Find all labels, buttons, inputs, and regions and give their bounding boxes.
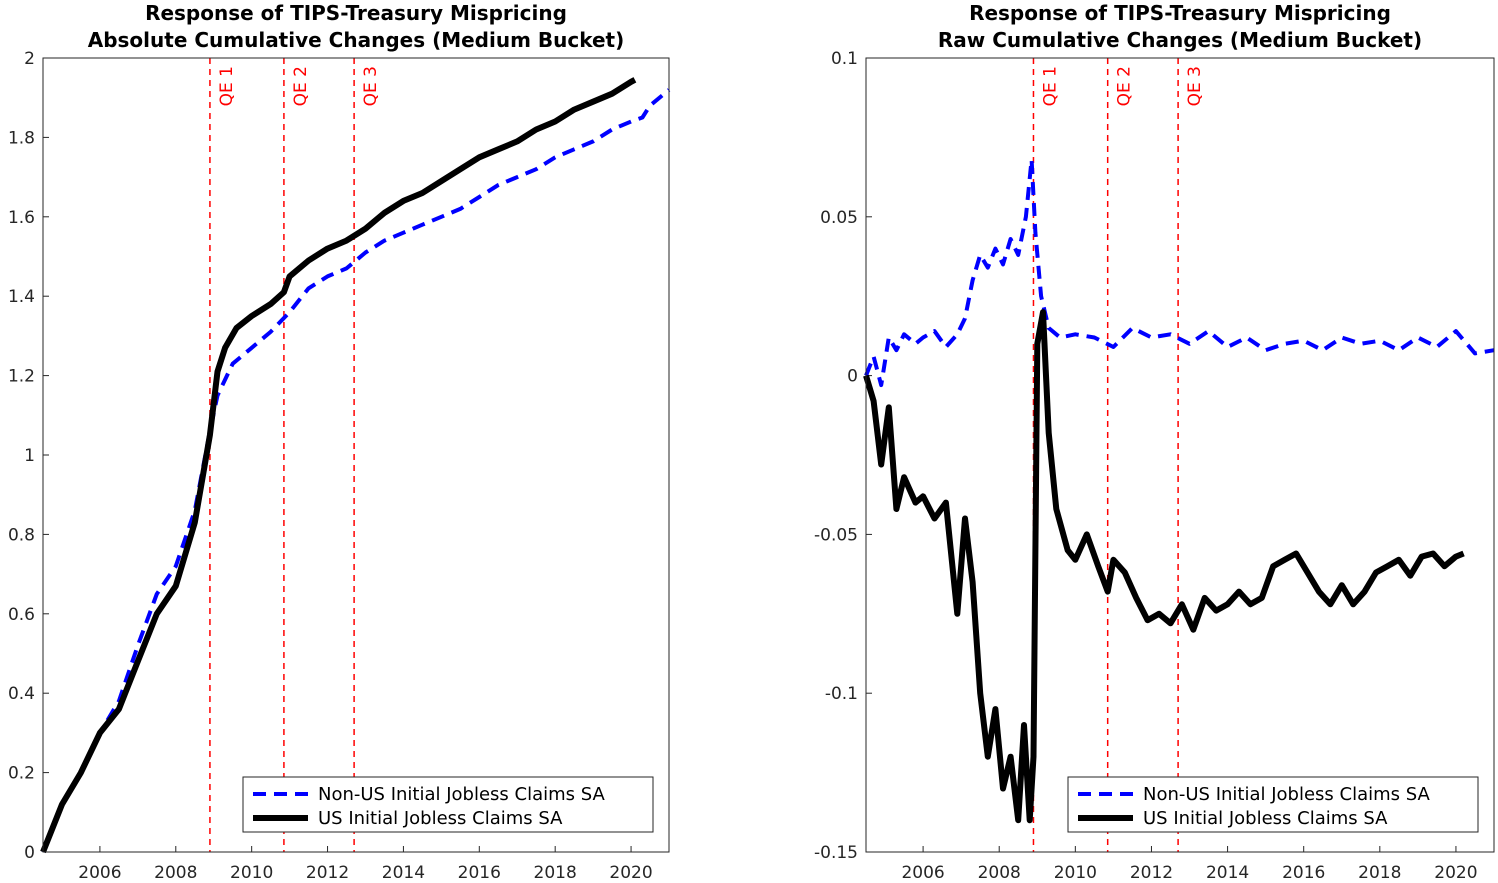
right-y-tick-label: -0.1 [825, 684, 858, 704]
right-y-tick-label: 0.05 [820, 208, 858, 228]
left-axes-box [42, 57, 670, 853]
left-y-tick-label: 0 [24, 843, 35, 863]
right-chart-title-line2: Raw Cumulative Changes (Medium Bucket) [938, 28, 1422, 52]
right-qe-label: QE 2 [1115, 66, 1135, 106]
left-y-tick-label: 0.8 [8, 525, 35, 545]
right-y-tick-label: -0.05 [814, 525, 858, 545]
left-legend-label-us: US Initial Jobless Claims SA [318, 808, 563, 829]
left-y-tick-label: 1.2 [8, 367, 35, 387]
left-y-tick-label: 0.6 [8, 605, 35, 625]
left-chart-title-line2: Absolute Cumulative Changes (Medium Buck… [88, 28, 625, 52]
right-x-tick-label: 2016 [1282, 863, 1325, 883]
left-x-tick-label: 2018 [534, 863, 577, 883]
right-x-tick-label: 2008 [978, 863, 1021, 883]
right-y-tick-label: 0.1 [831, 49, 858, 69]
left-y-tick-label: 1 [24, 446, 35, 466]
left-series-non-us-line [41, 88, 671, 853]
right-y-tick-label: -0.15 [814, 843, 858, 863]
left-y-tick-label: 0.2 [8, 764, 35, 784]
left-legend-box [242, 776, 654, 833]
right-x-tick-label: 2018 [1358, 863, 1401, 883]
right-series-us-line [863, 309, 1465, 824]
left-x-tick-label: 2012 [306, 863, 349, 883]
right-x-tick-label: 2006 [901, 863, 944, 883]
right-qe-label: QE 3 [1185, 66, 1205, 106]
left-y-tick-label: 2 [24, 49, 35, 69]
left-y-tick-label: 1.6 [8, 208, 35, 228]
left-x-tick-label: 2016 [458, 863, 501, 883]
right-legend-box [1067, 776, 1479, 833]
right-axes-box [865, 57, 1495, 853]
left-y-tick-label: 0.4 [8, 684, 35, 704]
right-x-tick-label: 2014 [1206, 863, 1249, 883]
left-x-tick-label: 2010 [230, 863, 273, 883]
left-qe-label: QE 3 [361, 66, 381, 106]
left-y-tick-label: 1.8 [8, 128, 35, 148]
right-legend: Non-US Initial Jobless Claims SA US Init… [1067, 776, 1479, 833]
right-legend-label-non-us: Non-US Initial Jobless Claims SA [1143, 784, 1431, 805]
left-x-tick-label: 2008 [154, 863, 197, 883]
right-series-non-us-line [864, 157, 1495, 388]
right-y-tick-label: 0 [847, 367, 858, 387]
left-series-us-line [40, 77, 637, 854]
left-x-tick-label: 2020 [609, 863, 652, 883]
left-qe-label: QE 2 [291, 66, 311, 106]
right-legend-label-us: US Initial Jobless Claims SA [1143, 808, 1388, 829]
left-legend-label-non-us: Non-US Initial Jobless Claims SA [318, 784, 606, 805]
left-x-tick-label: 2006 [78, 863, 121, 883]
left-qe-label: QE 1 [217, 66, 237, 106]
left-x-tick-label: 2014 [382, 863, 425, 883]
right-chart: Response of TIPS-Treasury Mispricing Raw… [814, 1, 1495, 883]
right-plot-area: -0.15 -0.1 -0.05 0 0.05 0.1 2006 2008 2010 2012 20… [814, 49, 1495, 883]
right-qe-label: QE 1 [1040, 66, 1060, 106]
left-y-tick-label: 1.4 [8, 287, 35, 307]
left-chart-title-line1: Response of TIPS-Treasury Mispricing [145, 1, 567, 25]
right-x-tick-label: 2010 [1054, 863, 1097, 883]
right-x-tick-label: 2012 [1130, 863, 1173, 883]
right-x-tick-label: 2020 [1434, 863, 1477, 883]
left-chart: Response of TIPS-Treasury Mispricing Abs… [8, 1, 671, 883]
right-chart-title-line1: Response of TIPS-Treasury Mispricing [969, 1, 1391, 25]
left-legend: Non-US Initial Jobless Claims SA US Init… [242, 776, 654, 833]
left-plot-area: 0 0.2 0.4 0.6 0.8 1 1.2 1.4 1.6 1.8 2 2006 2008 2010 2… [8, 49, 671, 883]
